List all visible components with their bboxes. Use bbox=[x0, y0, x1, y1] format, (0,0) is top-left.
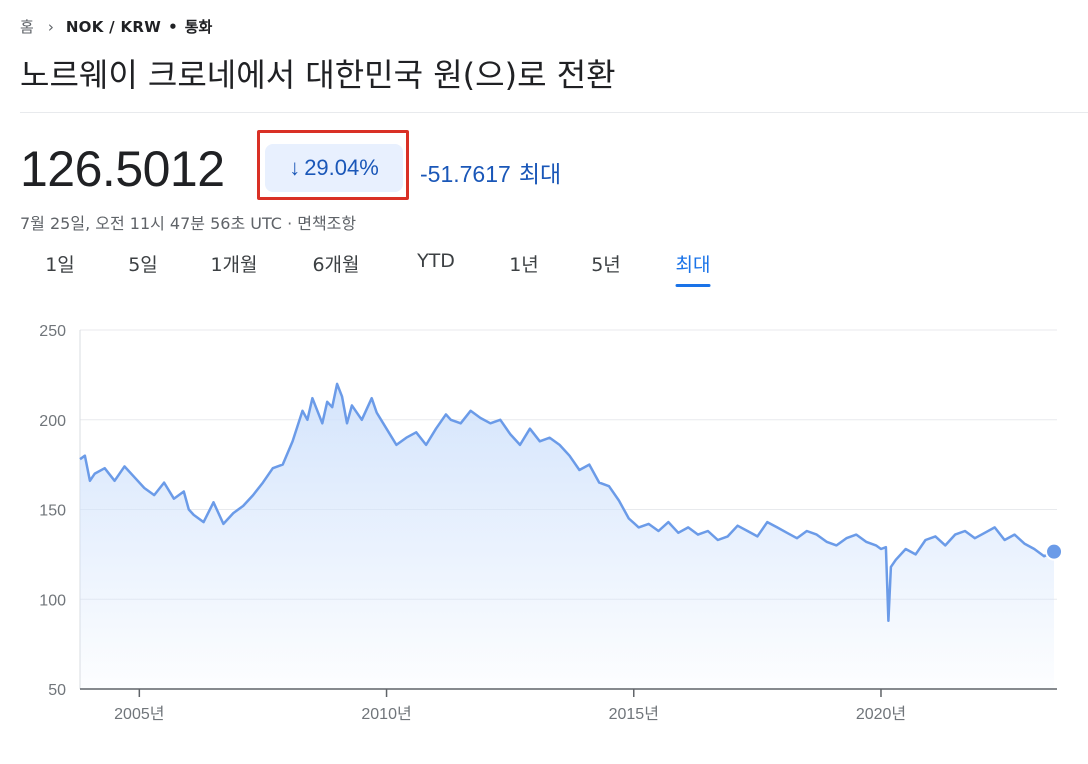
range-tab-5[interactable]: 1년 bbox=[509, 254, 539, 276]
price-series-line bbox=[79, 382, 1055, 623]
last-price-marker bbox=[1045, 542, 1064, 561]
price-area-fill bbox=[80, 383, 1054, 689]
x-tick-label: 2005년 bbox=[114, 705, 164, 723]
breadcrumb-type: 통화 bbox=[184, 18, 213, 36]
absolute-change-value: -51.7617 bbox=[420, 161, 511, 187]
y-tick-label: 50 bbox=[48, 682, 66, 699]
x-tick-label: 2020년 bbox=[856, 705, 906, 723]
change-period-label: 최대 bbox=[518, 162, 562, 188]
range-tab-7[interactable]: 최대 bbox=[675, 250, 710, 287]
x-tick-label: 2010년 bbox=[361, 705, 411, 723]
breadcrumb: 홈 › NOK / KRW • 통화 bbox=[20, 16, 212, 37]
range-tab-4[interactable]: YTD bbox=[417, 250, 455, 272]
range-tab-6[interactable]: 5년 bbox=[591, 254, 621, 276]
percent-change-value: 29.04% bbox=[304, 155, 379, 180]
price-chart[interactable]: 250 200 150 100 50 2005년 2010년 2015년 2020년 bbox=[0, 300, 1088, 760]
absolute-change: -51.7617 최대 bbox=[420, 155, 561, 189]
y-tick-label: 200 bbox=[39, 413, 66, 430]
y-tick-label: 100 bbox=[39, 592, 66, 609]
y-tick-label: 150 bbox=[39, 503, 66, 520]
page-title: 노르웨이 크로네에서 대한민국 원(으)로 전환 bbox=[20, 56, 616, 94]
title-divider bbox=[20, 112, 1088, 113]
breadcrumb-symbol: NOK / KRW bbox=[65, 17, 162, 36]
arrow-down-icon: ↓ bbox=[289, 155, 301, 180]
highlight-annotation-box bbox=[257, 130, 409, 200]
x-tick-label: 2015년 bbox=[609, 705, 659, 723]
chevron-right-icon: › bbox=[47, 17, 54, 36]
percent-change-badge: ↓ 29.04% bbox=[265, 144, 403, 192]
bullet-separator: • bbox=[168, 17, 178, 36]
range-tab-1[interactable]: 5일 bbox=[128, 254, 158, 276]
timestamp-disclaimer: 7월 25일, 오전 11시 47분 56초 UTC · 면책조항 bbox=[20, 214, 357, 233]
range-tabs: 1일 5일 1개월 6개월 YTD 1년 5년 최대 bbox=[0, 250, 760, 290]
range-tab-0[interactable]: 1일 bbox=[45, 254, 75, 276]
breadcrumb-home-link[interactable]: 홈 bbox=[20, 18, 34, 36]
range-tab-2[interactable]: 1개월 bbox=[210, 254, 258, 276]
y-tick-label: 250 bbox=[39, 323, 66, 340]
current-price: 126.5012 bbox=[20, 141, 225, 197]
range-tab-3[interactable]: 6개월 bbox=[312, 254, 360, 276]
